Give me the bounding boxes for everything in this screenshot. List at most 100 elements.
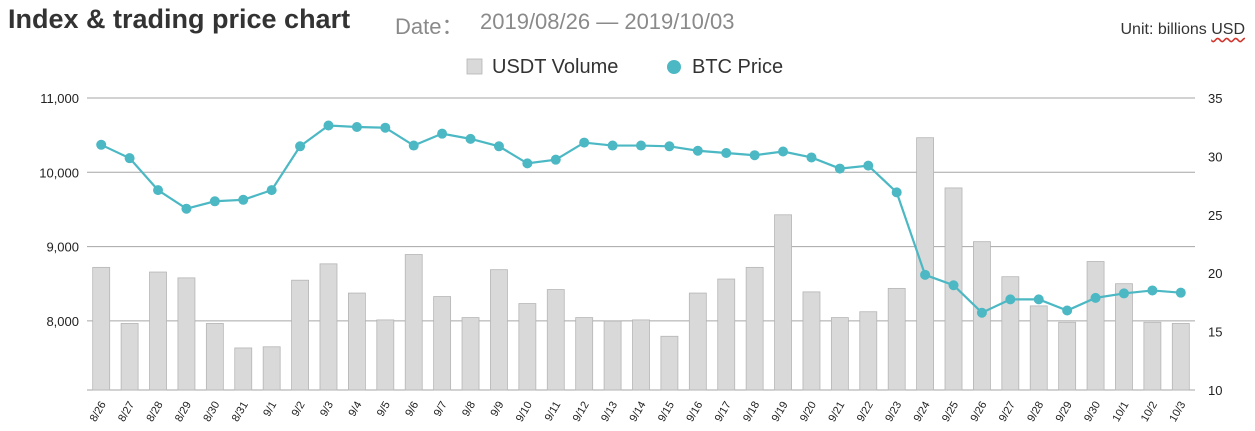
unit-label: Unit: billions USD xyxy=(1121,21,1246,39)
x-axis: 8/26 8/27 8/28 8/29 8/30 8/31 9/1 9/2 9/3 9/4 9/5 9… xyxy=(88,399,1189,424)
price-point xyxy=(749,150,760,161)
y-right-tick-label: 35 xyxy=(1208,91,1222,106)
price-point xyxy=(948,280,959,291)
price-point xyxy=(238,194,249,205)
x-tick-label: 9/13 xyxy=(599,400,620,425)
price-line xyxy=(96,120,1186,318)
volume-bar xyxy=(887,287,906,391)
volume-bar xyxy=(1058,321,1077,391)
price-point xyxy=(863,160,874,171)
x-tick-label: 9/1 xyxy=(261,400,279,419)
x-tick-label: 10/1 xyxy=(1110,400,1131,425)
price-point xyxy=(579,137,590,148)
legend-swatch-price xyxy=(667,60,681,74)
price-point xyxy=(636,140,646,151)
price-point xyxy=(351,121,362,132)
x-tick-label: 8/28 xyxy=(145,400,166,425)
date-label: Date： xyxy=(395,14,464,39)
volume-bar xyxy=(774,214,792,391)
price-point xyxy=(806,152,817,163)
x-tick-label: 8/31 xyxy=(230,400,251,425)
y-left-tick-label: 8,000 xyxy=(46,314,79,329)
volume-bar xyxy=(120,323,139,391)
price-point xyxy=(891,187,902,198)
x-tick-label: 8/29 xyxy=(173,400,194,425)
x-tick-label: 9/20 xyxy=(798,400,819,425)
price-point xyxy=(1005,294,1016,305)
price-point xyxy=(550,154,561,165)
volume-bar xyxy=(603,320,622,391)
volume-bar xyxy=(319,263,338,391)
x-tick-label: 9/4 xyxy=(346,400,364,419)
x-tick-label: 9/30 xyxy=(1082,400,1103,425)
x-tick-label: 9/15 xyxy=(656,400,677,425)
x-tick-label: 8/26 xyxy=(88,400,109,425)
x-tick-label: 9/27 xyxy=(997,399,1018,424)
volume-bar xyxy=(490,269,508,391)
price-point xyxy=(437,128,448,139)
y-right-tick-label: 10 xyxy=(1208,383,1222,398)
price-point xyxy=(1147,285,1158,296)
y-right-tick-label: 20 xyxy=(1208,266,1222,281)
left-axis: 8,000 9,000 10,000 11,000 xyxy=(39,91,79,329)
y-right-tick-label: 30 xyxy=(1208,149,1222,164)
volume-bar xyxy=(1001,276,1020,391)
price-point xyxy=(493,141,504,152)
x-tick-label: 9/5 xyxy=(375,400,393,419)
unit-text: Unit: billions xyxy=(1120,21,1207,38)
price-point xyxy=(266,185,277,196)
volume-bar xyxy=(1115,283,1133,391)
legend-swatch-volume xyxy=(466,58,483,75)
volume-bar xyxy=(262,346,281,391)
volume-bar xyxy=(433,296,452,391)
price-point xyxy=(778,146,789,157)
legend-label-price: BTC Price xyxy=(692,56,783,78)
chart-title: Index & trading price chart xyxy=(8,4,351,34)
price-point xyxy=(408,140,419,151)
volume-bar xyxy=(717,278,736,391)
volume-bar xyxy=(291,279,309,391)
volume-bar xyxy=(1086,261,1105,391)
date-range: 2019/08/26 — 2019/10/03 xyxy=(480,9,735,34)
price-point xyxy=(181,203,192,214)
volume-bar xyxy=(234,347,253,391)
price-point xyxy=(1033,294,1044,305)
y-right-tick-label: 15 xyxy=(1208,325,1222,340)
price-point xyxy=(209,196,220,207)
x-tick-label: 9/22 xyxy=(855,400,876,425)
x-tick-label: 8/30 xyxy=(201,400,222,425)
volume-bar xyxy=(518,303,537,391)
x-tick-label: 9/17 xyxy=(713,400,734,425)
x-tick-label: 9/25 xyxy=(940,400,961,425)
price-point xyxy=(1062,305,1073,316)
legend: USDT Volume BTC Price xyxy=(466,56,783,78)
volume-bar xyxy=(802,291,821,391)
price-point xyxy=(721,147,732,158)
x-tick-label: 9/24 xyxy=(912,400,933,425)
price-point xyxy=(1090,292,1101,303)
x-tick-label: 9/16 xyxy=(684,400,705,425)
legend-label-volume: USDT Volume xyxy=(492,56,618,78)
x-tick-label: 9/12 xyxy=(571,400,592,425)
volume-bar xyxy=(92,266,111,391)
x-tick-label: 9/19 xyxy=(770,400,791,425)
x-tick-label: 10/2 xyxy=(1139,400,1160,425)
y-left-tick-label: 9,000 xyxy=(46,240,79,255)
x-tick-label: 10/3 xyxy=(1167,400,1188,425)
price-point xyxy=(295,141,306,152)
unit-currency: USD xyxy=(1211,21,1245,38)
volume-bar xyxy=(149,271,167,391)
volume-bar xyxy=(404,254,423,391)
volume-bar xyxy=(177,277,196,391)
x-tick-label: 9/26 xyxy=(968,400,989,425)
x-tick-label: 9/14 xyxy=(627,400,648,425)
y-left-tick-label: 11,000 xyxy=(40,91,79,106)
price-point xyxy=(920,269,931,280)
volume-bar xyxy=(688,292,707,391)
volume-bar xyxy=(632,319,650,391)
x-tick-label: 9/8 xyxy=(460,400,478,419)
x-tick-label: 9/11 xyxy=(543,400,564,424)
volume-bar xyxy=(1171,323,1190,391)
price-point xyxy=(522,158,533,169)
x-tick-label: 9/21 xyxy=(826,400,847,425)
